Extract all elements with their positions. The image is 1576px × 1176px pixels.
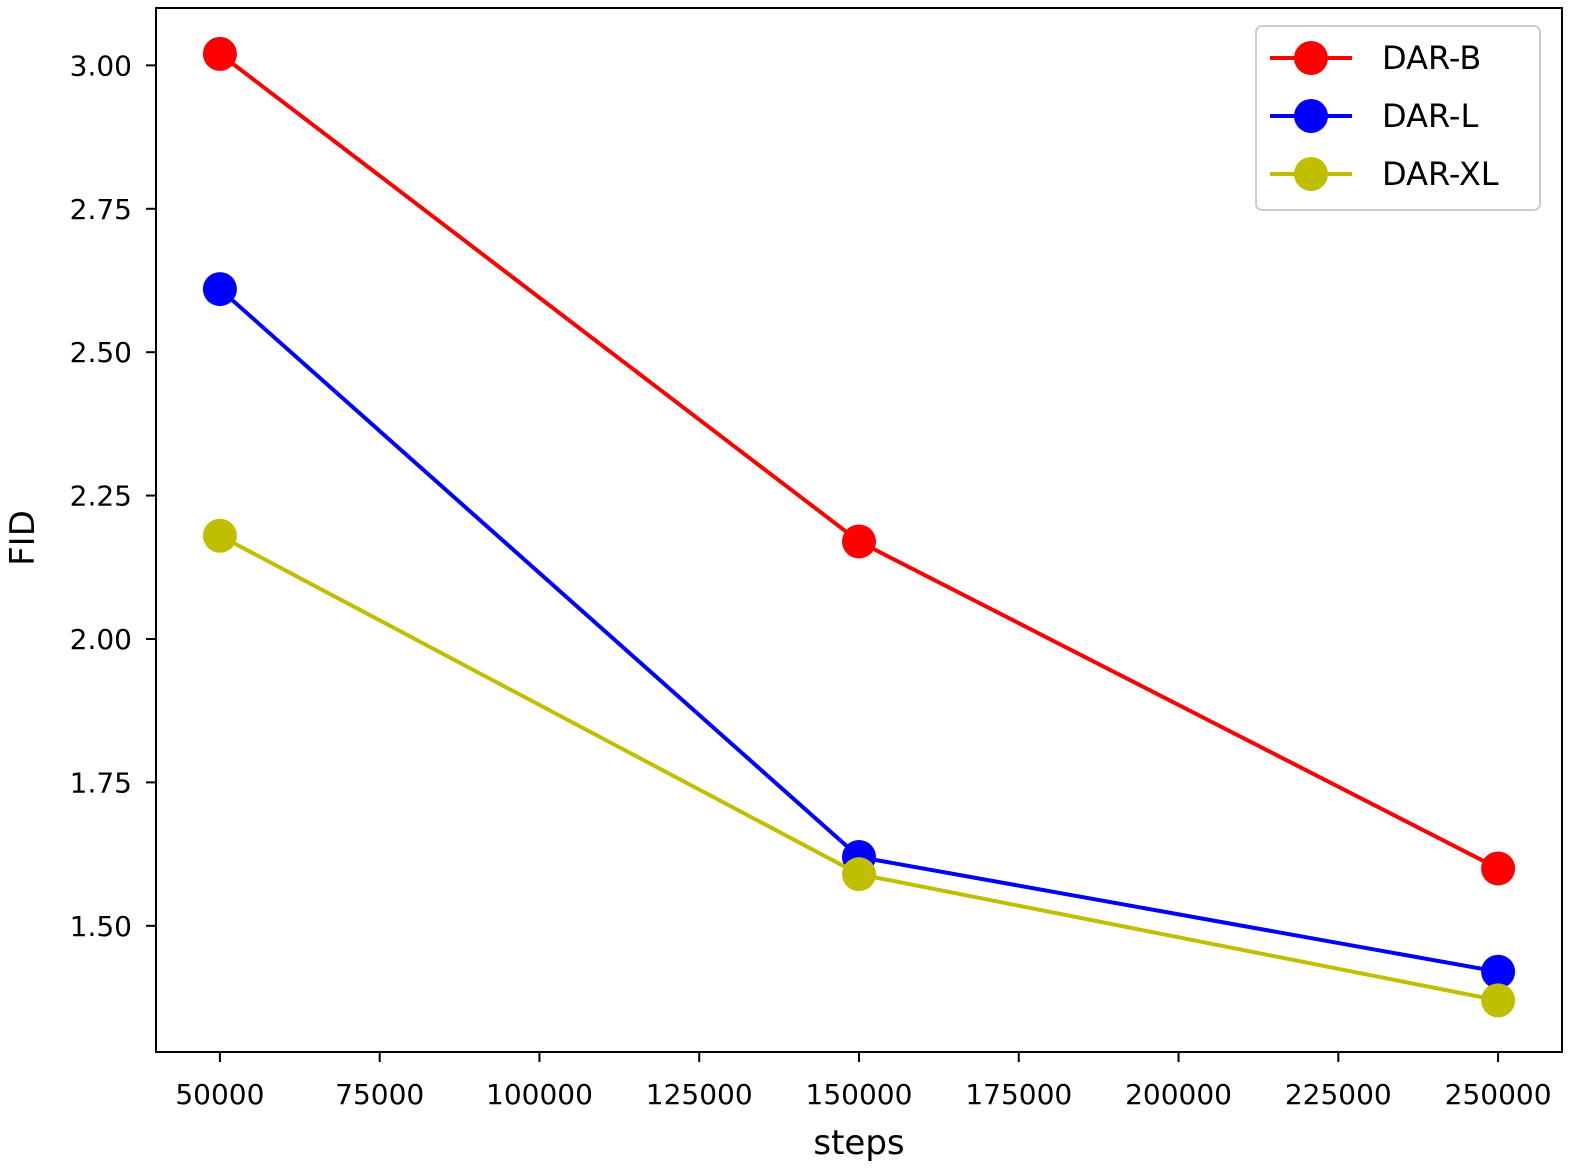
series-layer [202, 36, 1516, 1018]
legend-items: DAR-B DAR-L DAR-XL [1270, 39, 1499, 193]
y-tick-label: 2.00 [70, 623, 132, 656]
data-point-dar-xl [1481, 983, 1516, 1018]
series-dar-l [202, 272, 1516, 989]
x-tick-label: 175000 [965, 1078, 1072, 1111]
data-point-dar-b [842, 524, 876, 559]
y-axis-ticks: 1.50 1.75 2.00 2.25 2.50 2.75 3.00 [70, 49, 156, 943]
x-tick-label: 150000 [806, 1078, 913, 1111]
legend-label: DAR-L [1382, 97, 1478, 135]
x-tick-label: 200000 [1125, 1078, 1232, 1111]
legend-item-dar-xl: DAR-XL [1270, 155, 1499, 193]
y-tick-label: 2.50 [70, 336, 132, 369]
data-point-dar-l [1481, 954, 1516, 989]
legend-label: DAR-XL [1382, 155, 1499, 193]
legend-label: DAR-B [1382, 39, 1481, 77]
x-axis-ticks: 50000 75000 100000 125000 150000 175000 200000… [175, 1052, 1552, 1111]
y-tick-label: 3.00 [70, 49, 132, 82]
legend-item-dar-l: DAR-L [1270, 97, 1478, 135]
data-point-dar-xl [202, 518, 237, 553]
legend: DAR-B DAR-L DAR-XL [1255, 25, 1541, 211]
legend-marker [1294, 41, 1328, 75]
y-tick-label: 1.50 [70, 910, 132, 943]
y-axis-title: FID [3, 510, 43, 566]
data-point-dar-l [202, 272, 237, 307]
data-point-dar-b [202, 36, 237, 71]
x-tick-label: 75000 [335, 1078, 424, 1111]
data-point-dar-b [1481, 851, 1516, 886]
legend-marker [1294, 99, 1328, 133]
legend-marker [1294, 157, 1328, 191]
legend-item-dar-b: DAR-B [1270, 39, 1481, 77]
x-tick-label: 225000 [1285, 1078, 1392, 1111]
legend-box [1255, 25, 1541, 211]
y-tick-label: 2.25 [70, 480, 132, 513]
y-tick-label: 1.75 [70, 766, 132, 799]
data-point-dar-xl [842, 857, 876, 892]
series-dar-xl [202, 518, 1516, 1018]
series-dar-b [202, 36, 1516, 886]
x-tick-label: 100000 [486, 1078, 593, 1111]
x-tick-label: 50000 [175, 1078, 264, 1111]
series-line-dar-xl [218, 533, 1499, 1003]
x-tick-label: 125000 [646, 1078, 753, 1111]
x-tick-label: 250000 [1445, 1078, 1552, 1111]
y-tick-label: 2.75 [70, 193, 132, 226]
x-axis-title: steps [813, 1123, 904, 1163]
